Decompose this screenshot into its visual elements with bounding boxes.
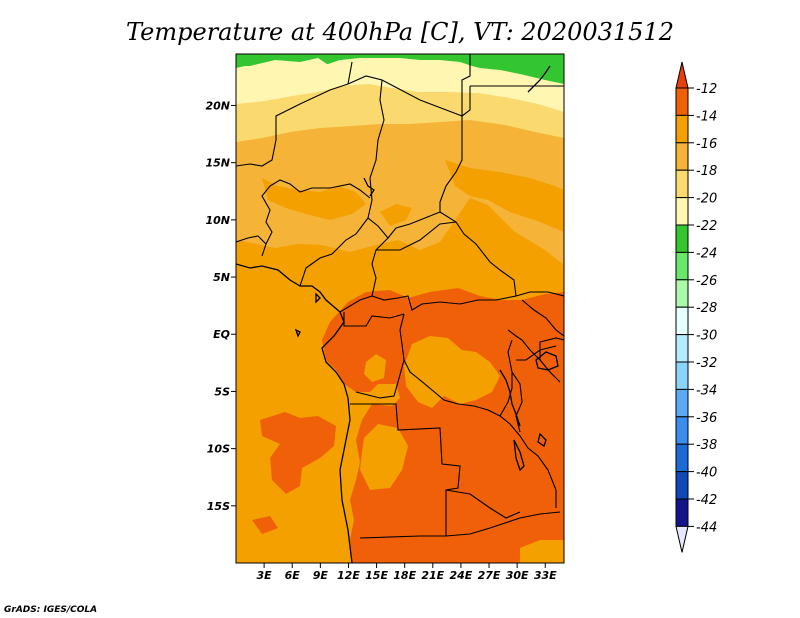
y-tick-label: 10N [205,214,230,227]
field-patch-minus14 [380,204,412,226]
field-patch-minus14 [404,336,500,408]
colorbar: -12 -14 -16 -18 -20 -22 -24 -26 -28 -30 -32 -34 -36 -… [675,61,717,553]
y-tick-label: 20N [205,99,230,112]
x-tick-label: 33E [534,569,557,582]
colorbar-swatch [675,361,689,390]
y-tick-label: 5N [213,271,230,284]
colorbar-label: -34 [696,383,717,398]
temperature-map [236,54,564,563]
colorbar-swatch [675,169,689,199]
country-borders [236,54,564,563]
colorbar-label: -42 [696,493,717,508]
field-patch-minus14 [445,160,564,232]
colorbar-swatch [675,498,689,527]
colorbar-label: -36 [696,411,717,426]
colorbar-swatch [675,388,689,418]
field-patch-minus20 [250,58,330,76]
map-frame [235,53,565,564]
colorbar-label: -30 [696,329,717,344]
colorbar-swatch [675,251,689,281]
colorbar-bottom-triangle [675,525,689,553]
colorbar-label: -14 [696,109,717,124]
x-tick-label: 30E [506,569,529,582]
colorbar-label: -28 [696,301,717,316]
y-tick-label: 5S [214,385,230,398]
colorbar-label: -44 [696,520,717,535]
field-patch-minus14 [360,424,408,490]
colorbar-swatch [675,224,689,253]
field-patch-minus12 [252,516,278,534]
x-tick-label: 15E [365,569,388,582]
x-tick-label: 27E [478,569,501,582]
x-tick-label: 18E [393,569,416,582]
field-patch-minus14 [364,354,386,382]
colorbar-swatch [675,142,689,171]
colorbar-top-triangle [675,61,689,89]
credit-text: GrADS: IGES/COLA [4,605,97,615]
y-tick-label: 10S [207,443,230,456]
chart-title: Temperature at 400hPa [C], VT: 202003151… [126,18,674,46]
x-tick-label: 24E [450,569,473,582]
colorbar-swatch [675,334,689,363]
colorbar-label: -26 [696,274,717,289]
colorbar-swatch [675,279,689,308]
colorbar-label: -38 [696,438,717,453]
y-tick-label: 15S [207,500,230,513]
colorbar-label: -12 [696,82,717,97]
colorbar-label: -22 [696,219,717,234]
colorbar-label: -18 [696,164,717,179]
colorbar-swatch [675,471,689,500]
x-tick-label: 12E [337,569,360,582]
colorbar-swatch [675,443,689,473]
colorbar-swatch [675,197,689,226]
colorbar-label: -40 [696,466,717,481]
colorbar-swatch [675,416,689,445]
colorbar-swatch [675,114,689,144]
x-tick-label: 3E [257,569,273,582]
y-axis: 20N 15N 10N 5N EQ 5S 10S 15S [205,99,236,513]
colorbar-label: -20 [696,192,717,207]
x-tick-label: 21E [421,569,444,582]
x-tick-label: 6E [285,569,301,582]
colorbar-label: -16 [696,137,717,152]
y-tick-label: 15N [205,157,230,170]
field-patch-minus14 [262,178,366,220]
colorbar-swatch [675,87,689,116]
y-tick-label: EQ [213,328,230,341]
field-patch-minus12 [260,412,336,494]
colorbar-swatch [675,306,689,336]
x-tick-label: 9E [313,569,329,582]
field-level-minus12 [322,288,564,563]
x-axis: 3E 6E 9E 12E 15E 18E 21E 24E 27E 30E 33E [257,563,557,582]
field-patch-minus14 [520,540,564,563]
colorbar-label: -24 [696,246,717,261]
colorbar-label: -32 [696,356,717,371]
